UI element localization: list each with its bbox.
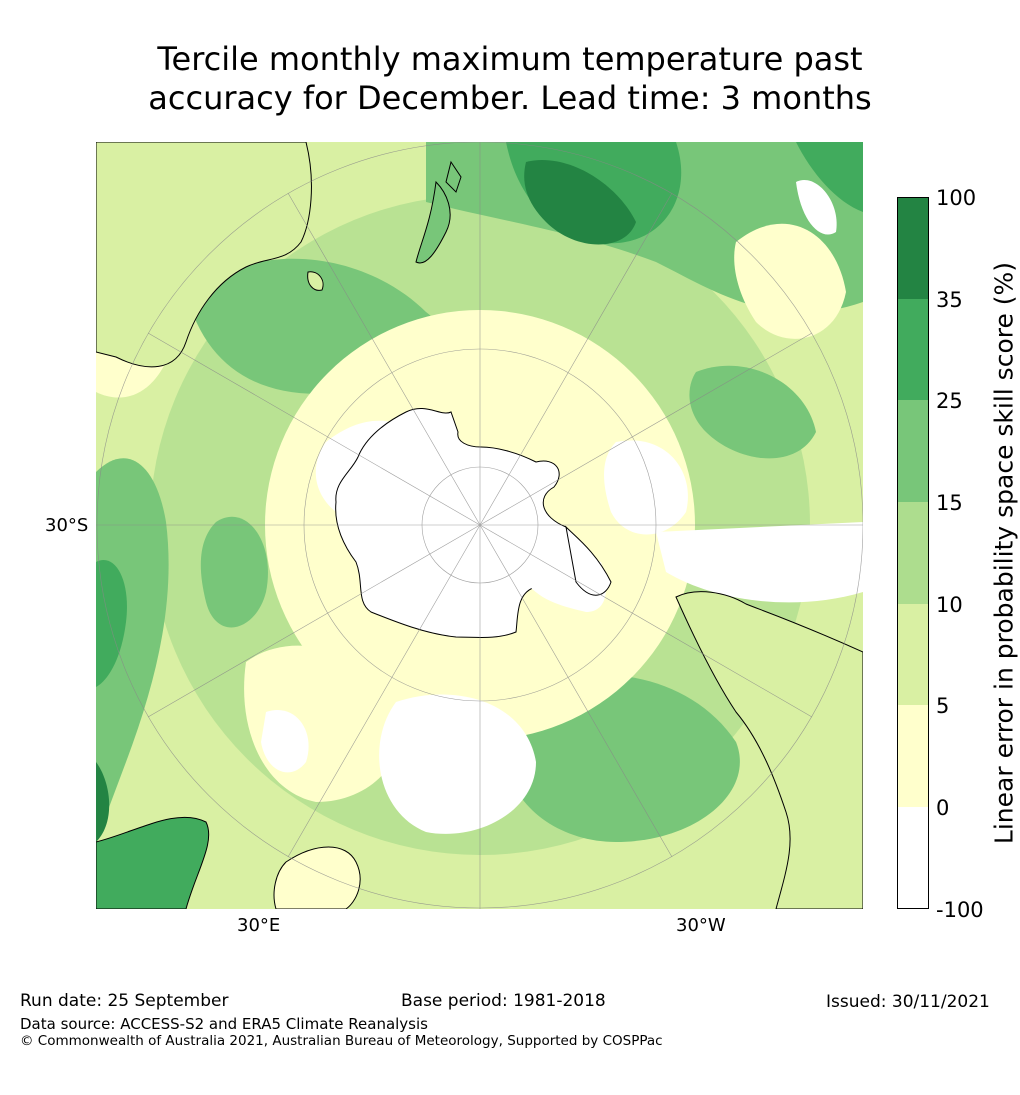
south-america-coast bbox=[675, 591, 863, 909]
title-line-2: accuracy for December. Lead time: 3 mont… bbox=[148, 79, 872, 117]
colorbar-tick-15: 15 bbox=[936, 491, 963, 515]
new-zealand bbox=[415, 180, 451, 264]
colorbar-tick-5: 5 bbox=[936, 694, 950, 718]
base-period: Base period: 1981-2018 bbox=[401, 991, 606, 1011]
colorbar-bin-35-100 bbox=[897, 197, 929, 299]
colorbar-bin-neg100-0 bbox=[897, 807, 929, 909]
colorbar-svg bbox=[897, 197, 929, 909]
lon-label-30e: 30°E bbox=[237, 915, 281, 936]
colorbar-tick-100: 100 bbox=[936, 186, 977, 210]
colorbar-frame bbox=[897, 197, 929, 909]
lat-label-30s: 30°S bbox=[45, 515, 89, 536]
title-line-1: Tercile monthly maximum temperature past bbox=[157, 40, 863, 78]
copyright: © Commonwealth of Australia 2021, Austra… bbox=[20, 1033, 663, 1049]
colorbar-tick-35: 35 bbox=[936, 288, 963, 312]
run-date: Run date: 25 September bbox=[20, 991, 229, 1011]
colorbar-bin-25-35 bbox=[897, 299, 929, 400]
colorbar-bin-0-5 bbox=[897, 705, 929, 807]
africa-coast bbox=[96, 816, 210, 909]
colorbar-bin-10-15 bbox=[897, 502, 929, 604]
colorbar-bin-15-25 bbox=[897, 400, 929, 502]
colorbar-tick-0: 0 bbox=[936, 796, 950, 820]
lon-label-30w: 30°W bbox=[676, 915, 726, 936]
colorbar-tick-25: 25 bbox=[936, 389, 963, 413]
colorbar bbox=[897, 197, 929, 909]
tasmania bbox=[307, 271, 324, 291]
colorbar-bin-5-10 bbox=[897, 604, 929, 705]
data-source: Data source: ACCESS-S2 and ERA5 Climate … bbox=[20, 1015, 428, 1033]
australia-coast bbox=[96, 142, 312, 368]
map-svg bbox=[96, 142, 863, 909]
colorbar-tick-neg100: -100 bbox=[936, 898, 984, 922]
chart-title: Tercile monthly maximum temperature past… bbox=[0, 40, 1020, 118]
antarctic-peninsula bbox=[565, 525, 612, 596]
colorbar-tick-10: 10 bbox=[936, 593, 963, 617]
madagascar-region bbox=[273, 846, 361, 909]
graticule bbox=[96, 142, 863, 909]
issued-date: Issued: 30/11/2021 bbox=[826, 992, 990, 1012]
new-zealand-north bbox=[445, 160, 462, 193]
colorbar-label: Linear error in probability space skill … bbox=[989, 261, 1019, 845]
polar-skill-map bbox=[96, 142, 863, 909]
